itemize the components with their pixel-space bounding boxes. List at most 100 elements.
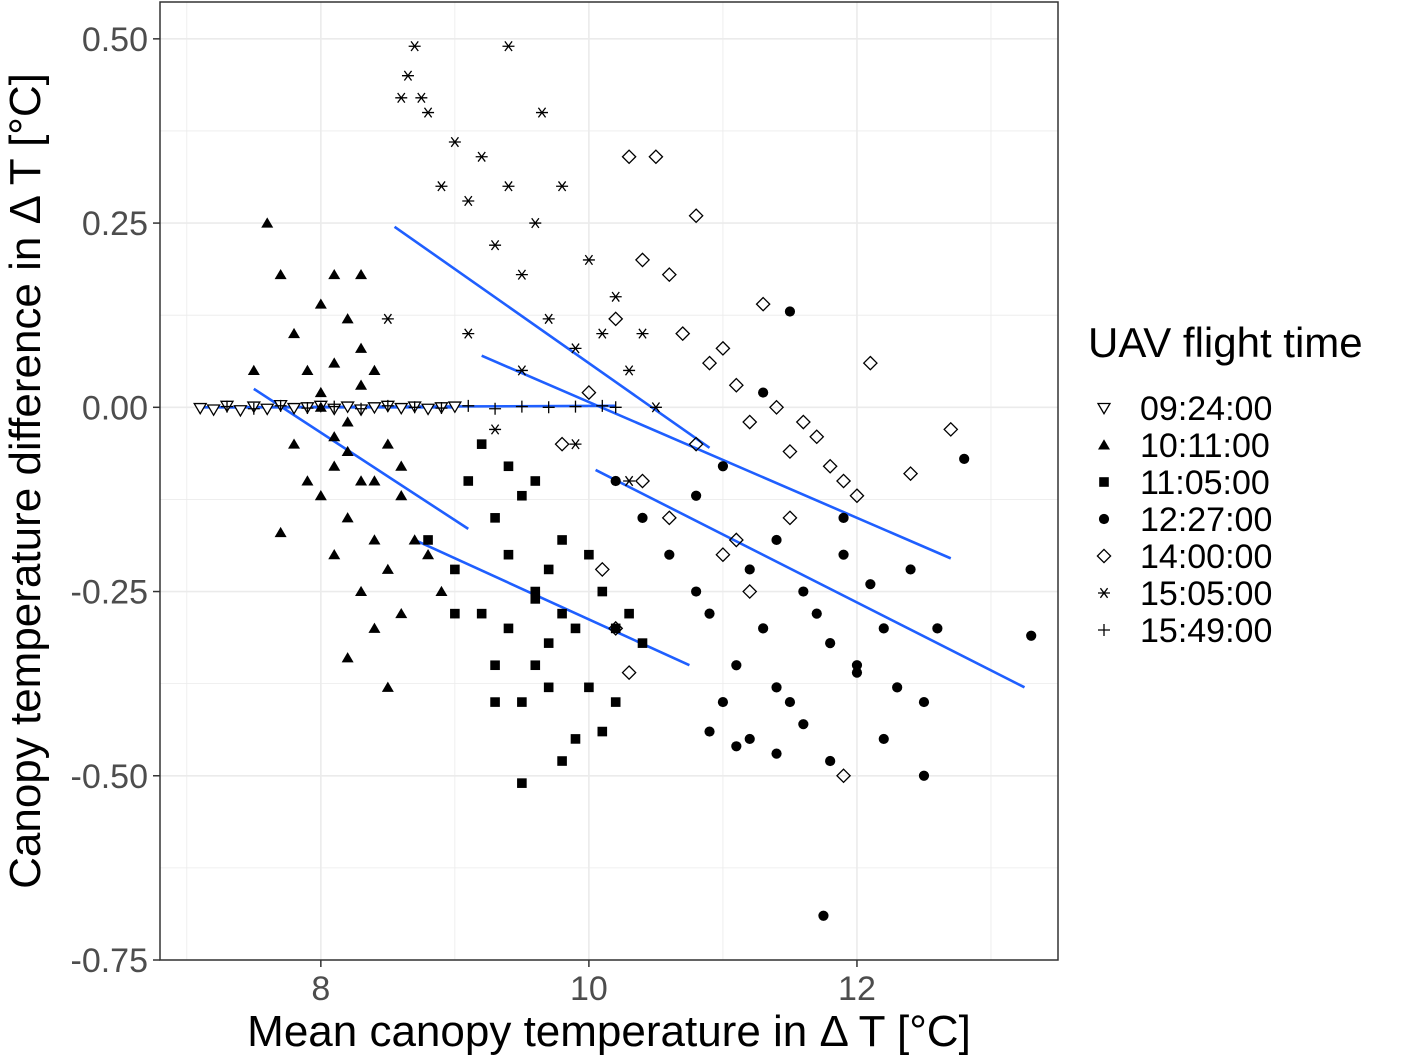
data-point <box>771 534 782 546</box>
data-point <box>395 460 408 471</box>
data-point <box>328 460 341 471</box>
data-point <box>610 623 621 634</box>
data-point <box>758 387 769 398</box>
data-point <box>355 268 368 280</box>
data-point <box>515 269 528 280</box>
data-point <box>818 910 829 921</box>
data-point <box>274 526 287 538</box>
data-point <box>610 697 621 707</box>
data-point <box>621 665 637 681</box>
data-point <box>878 623 889 634</box>
y-tick-label: -0.25 <box>71 574 149 612</box>
data-point <box>503 549 514 560</box>
data-point <box>328 357 341 368</box>
data-point <box>408 401 421 414</box>
data-point <box>903 466 919 482</box>
data-point <box>675 326 691 342</box>
data-point <box>557 608 567 619</box>
data-point <box>355 342 368 353</box>
data-point <box>623 475 636 487</box>
data-point <box>247 402 260 415</box>
data-point <box>394 402 409 416</box>
data-point <box>503 623 514 634</box>
data-point <box>355 475 368 486</box>
regression-line <box>393 225 711 449</box>
data-point <box>704 726 715 737</box>
data-point <box>838 512 849 523</box>
data-point <box>415 92 428 103</box>
data-point <box>221 400 234 413</box>
data-point <box>489 239 502 251</box>
y-tick-label: 0.50 <box>82 21 148 59</box>
data-point <box>314 490 327 501</box>
data-point <box>782 444 798 460</box>
data-point <box>943 421 959 437</box>
data-point <box>624 608 634 619</box>
data-point <box>368 622 381 633</box>
data-point <box>728 532 744 548</box>
legend: 09:24:0010:11:0011:05:0012:27:0014:00:00… <box>1096 390 1272 650</box>
data-point <box>634 252 651 268</box>
data-point <box>717 696 729 708</box>
legend-label: 09:24:00 <box>1140 390 1272 428</box>
data-point <box>475 151 488 162</box>
y-tick-label: -0.50 <box>71 758 149 796</box>
data-point <box>367 402 382 415</box>
data-point <box>490 660 500 671</box>
data-point <box>862 355 878 371</box>
data-point <box>959 453 970 464</box>
data-point <box>582 254 595 266</box>
data-point <box>368 534 381 545</box>
data-point <box>355 379 368 390</box>
data-point <box>836 473 852 489</box>
data-point <box>728 377 744 393</box>
data-point <box>395 490 408 501</box>
data-point <box>623 365 636 376</box>
data-point <box>584 682 594 693</box>
legend-label: 10:11:00 <box>1140 427 1270 465</box>
data-point <box>314 386 327 398</box>
data-point <box>637 638 648 648</box>
data-point <box>408 534 421 545</box>
legend-key <box>1098 587 1110 599</box>
data-point <box>301 402 314 415</box>
data-point <box>825 638 836 649</box>
data-point <box>838 549 849 560</box>
regression-line <box>253 387 469 530</box>
data-point <box>636 328 649 339</box>
data-point <box>450 608 460 619</box>
data-point <box>381 313 394 325</box>
data-point <box>462 195 475 207</box>
data-point <box>811 608 822 619</box>
legend-title: UAV flight time <box>1088 319 1363 366</box>
data-point <box>809 429 825 445</box>
data-point <box>502 41 515 52</box>
data-point <box>782 510 798 526</box>
data-point <box>476 608 487 619</box>
data-point <box>341 416 354 427</box>
data-point <box>594 561 610 577</box>
data-point <box>515 400 528 413</box>
data-point <box>314 401 327 412</box>
data-point <box>715 547 731 563</box>
data-point <box>368 364 381 375</box>
data-point <box>435 402 448 415</box>
data-point <box>543 682 554 693</box>
legend-label: 14:00:00 <box>1140 538 1272 576</box>
data-point <box>328 268 341 280</box>
data-point <box>340 401 355 414</box>
data-point <box>301 475 314 486</box>
data-point <box>597 586 608 597</box>
data-point <box>691 490 702 501</box>
data-point <box>637 512 648 523</box>
data-point <box>596 399 609 412</box>
data-point <box>435 585 448 597</box>
data-point <box>609 291 622 302</box>
data-point <box>825 755 836 767</box>
data-point <box>274 399 287 412</box>
data-point <box>206 404 221 417</box>
data-point <box>742 584 758 600</box>
legend-key <box>1098 513 1110 525</box>
data-point <box>744 564 755 575</box>
